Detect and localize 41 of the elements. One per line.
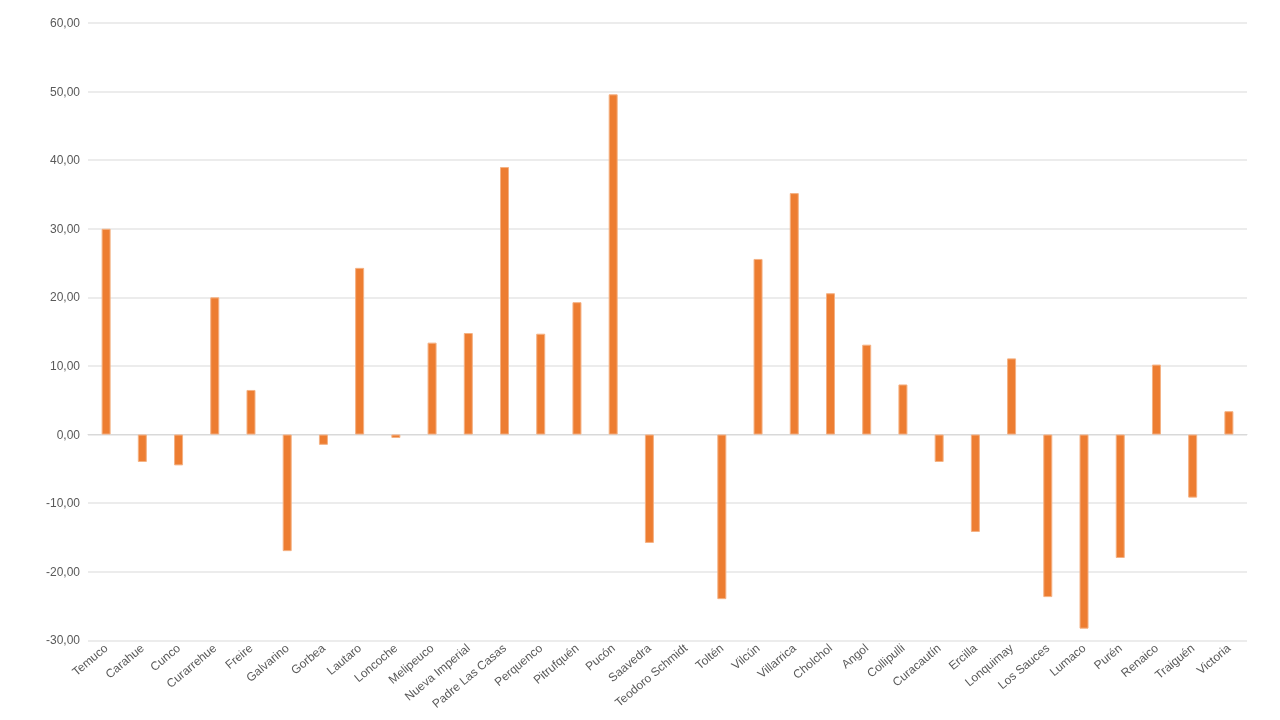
bar	[717, 434, 727, 600]
bar	[753, 258, 763, 435]
bar	[101, 228, 111, 435]
y-tick-label: -30,00	[45, 633, 81, 648]
bar	[1151, 364, 1161, 435]
y-tick-label: 20,00	[49, 290, 81, 305]
bar	[862, 344, 872, 435]
bar	[789, 193, 799, 435]
bar	[463, 333, 473, 435]
bar	[427, 342, 437, 435]
y-tick-label: 50,00	[49, 84, 81, 99]
bar	[1043, 434, 1053, 598]
bar	[1079, 434, 1089, 629]
y-tick-label: 0,00	[56, 427, 81, 442]
bar	[355, 267, 365, 435]
bar	[246, 389, 256, 435]
bar	[1224, 411, 1234, 435]
bar	[970, 434, 980, 532]
bar	[210, 297, 220, 435]
bar	[1007, 358, 1017, 435]
bar	[500, 167, 510, 435]
bar	[644, 434, 654, 543]
y-tick-label: 60,00	[49, 16, 81, 30]
bar	[608, 94, 618, 435]
bar	[934, 434, 944, 462]
bar	[1115, 434, 1125, 558]
bar	[898, 384, 908, 435]
bar	[318, 434, 328, 445]
bar	[137, 434, 147, 462]
bar	[536, 333, 546, 435]
bar	[1188, 434, 1198, 498]
bar	[174, 434, 184, 466]
y-tick-label: -10,00	[45, 496, 81, 511]
bar	[391, 434, 401, 438]
bar	[572, 302, 582, 435]
y-tick-label: 40,00	[49, 153, 81, 168]
bar	[282, 434, 292, 552]
y-tick-label: 10,00	[49, 358, 81, 373]
y-tick-label: -20,00	[45, 564, 81, 579]
y-tick-label: 30,00	[49, 221, 81, 236]
bar	[825, 293, 835, 435]
